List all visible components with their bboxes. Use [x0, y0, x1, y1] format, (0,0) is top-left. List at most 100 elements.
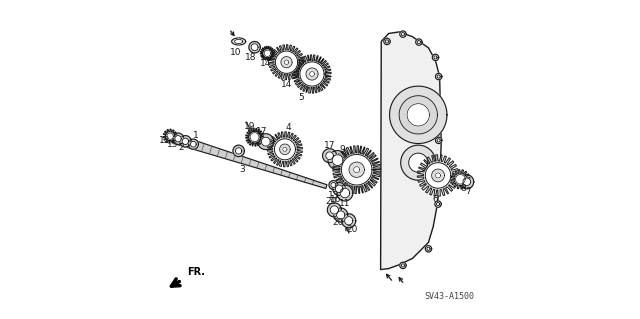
Polygon shape: [456, 174, 465, 184]
Polygon shape: [435, 137, 442, 144]
Polygon shape: [173, 134, 327, 189]
Text: SV43-A1500: SV43-A1500: [424, 292, 474, 300]
Text: 19: 19: [244, 122, 255, 131]
Polygon shape: [437, 75, 440, 78]
Polygon shape: [234, 40, 243, 43]
Polygon shape: [188, 139, 198, 149]
Polygon shape: [283, 147, 287, 152]
Polygon shape: [264, 50, 271, 56]
Polygon shape: [236, 148, 242, 154]
Polygon shape: [434, 56, 437, 59]
Polygon shape: [284, 60, 289, 64]
Polygon shape: [340, 188, 349, 198]
Polygon shape: [281, 57, 292, 68]
Polygon shape: [275, 51, 298, 73]
Polygon shape: [175, 136, 181, 142]
Text: 5: 5: [298, 93, 304, 102]
Polygon shape: [401, 264, 404, 267]
Polygon shape: [407, 104, 429, 126]
Polygon shape: [268, 132, 303, 167]
Polygon shape: [182, 138, 189, 145]
Polygon shape: [417, 41, 420, 44]
Text: 1: 1: [193, 131, 198, 140]
Text: 6: 6: [432, 195, 438, 204]
Polygon shape: [327, 203, 341, 217]
Polygon shape: [261, 137, 270, 146]
Polygon shape: [310, 71, 314, 77]
Polygon shape: [342, 214, 356, 228]
Polygon shape: [330, 206, 339, 214]
Polygon shape: [385, 40, 388, 43]
Polygon shape: [233, 145, 244, 157]
Polygon shape: [401, 33, 404, 36]
Polygon shape: [323, 149, 337, 163]
Polygon shape: [425, 163, 451, 188]
Polygon shape: [333, 208, 348, 222]
Polygon shape: [384, 38, 390, 45]
Polygon shape: [331, 182, 336, 188]
Polygon shape: [260, 46, 275, 60]
Polygon shape: [335, 185, 343, 193]
Text: 12: 12: [159, 137, 170, 145]
Text: 13: 13: [328, 191, 339, 200]
Polygon shape: [328, 151, 347, 170]
Polygon shape: [425, 246, 431, 252]
Polygon shape: [258, 134, 274, 150]
Polygon shape: [431, 169, 444, 182]
Polygon shape: [437, 139, 440, 142]
Polygon shape: [435, 173, 440, 178]
Text: FR.: FR.: [187, 267, 205, 277]
Polygon shape: [337, 185, 353, 201]
Polygon shape: [333, 182, 346, 195]
Polygon shape: [180, 136, 191, 147]
Polygon shape: [332, 155, 343, 166]
Polygon shape: [416, 39, 422, 45]
Polygon shape: [451, 170, 470, 189]
Polygon shape: [280, 144, 290, 154]
Polygon shape: [172, 133, 184, 145]
Polygon shape: [460, 175, 474, 189]
Polygon shape: [306, 68, 318, 80]
Polygon shape: [250, 133, 259, 142]
Polygon shape: [167, 133, 173, 139]
Polygon shape: [269, 45, 304, 80]
Polygon shape: [400, 31, 406, 37]
Text: 11: 11: [339, 199, 351, 208]
Text: 17: 17: [255, 127, 267, 136]
Polygon shape: [333, 146, 381, 194]
Text: 16: 16: [330, 195, 341, 204]
Polygon shape: [435, 201, 441, 207]
Polygon shape: [349, 162, 364, 177]
Polygon shape: [400, 262, 406, 269]
Polygon shape: [337, 211, 345, 219]
Polygon shape: [463, 178, 470, 186]
Text: 3: 3: [239, 165, 244, 174]
Polygon shape: [401, 97, 436, 132]
Text: 14: 14: [281, 80, 292, 89]
Polygon shape: [275, 139, 296, 160]
Polygon shape: [427, 247, 430, 250]
Polygon shape: [191, 141, 196, 147]
Polygon shape: [249, 41, 260, 53]
Polygon shape: [293, 55, 331, 93]
Text: 2: 2: [179, 143, 184, 152]
Text: 20: 20: [332, 218, 344, 227]
Polygon shape: [417, 155, 459, 196]
Polygon shape: [432, 54, 438, 61]
Text: 4: 4: [285, 123, 291, 132]
Text: 10: 10: [230, 48, 241, 57]
Polygon shape: [246, 128, 264, 146]
Polygon shape: [251, 44, 258, 51]
Polygon shape: [390, 86, 447, 144]
Polygon shape: [163, 129, 177, 143]
Polygon shape: [435, 73, 442, 80]
Polygon shape: [232, 38, 246, 45]
Text: 7: 7: [465, 187, 471, 196]
Text: 18: 18: [244, 53, 256, 62]
Text: 15: 15: [166, 140, 178, 149]
Polygon shape: [329, 181, 338, 189]
Text: 9: 9: [339, 145, 345, 154]
Polygon shape: [326, 152, 333, 160]
Polygon shape: [401, 145, 436, 180]
Text: 20: 20: [326, 197, 337, 206]
